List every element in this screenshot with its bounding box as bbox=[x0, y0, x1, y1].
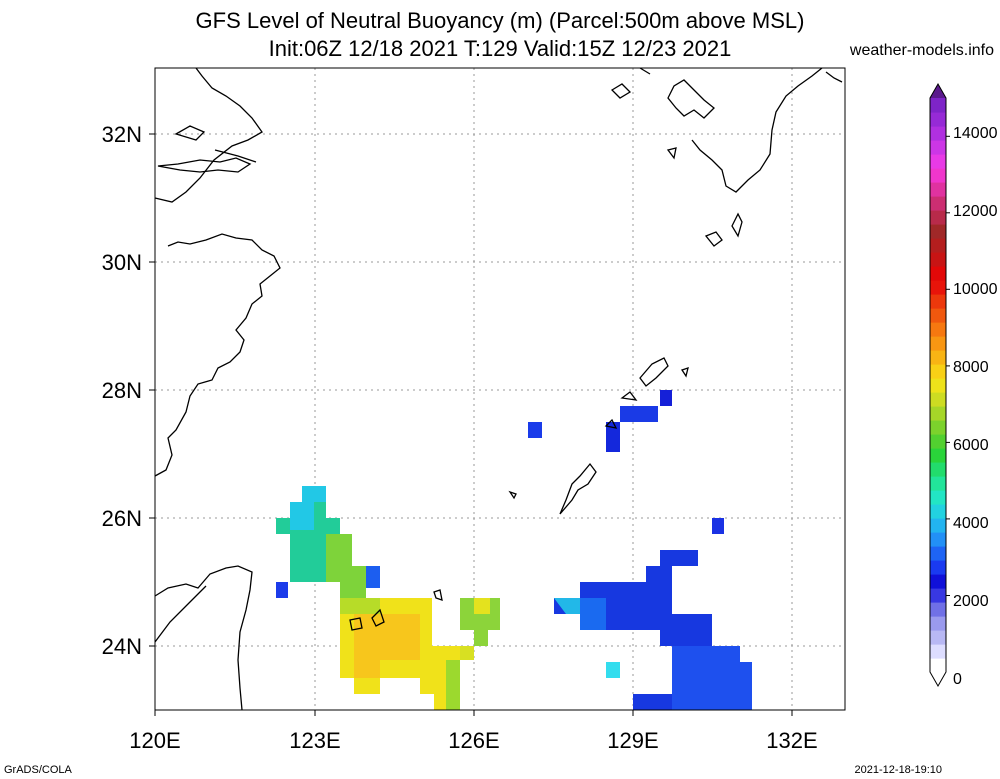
lat-label: 26N bbox=[102, 506, 142, 531]
colorbar-segment bbox=[930, 210, 946, 225]
colorbar-label: 0 bbox=[953, 671, 962, 688]
colorbar-segment bbox=[930, 420, 946, 435]
colorbar-segment bbox=[930, 140, 946, 155]
colorbar-max-arrow bbox=[930, 84, 946, 98]
colorbar-segment bbox=[930, 518, 946, 533]
colorbar-label: 2000 bbox=[953, 593, 989, 610]
colorbar-segment bbox=[930, 588, 946, 603]
colorbar-segment bbox=[930, 280, 946, 295]
colorbar-segment bbox=[930, 448, 946, 463]
colorbar-segment bbox=[930, 644, 946, 659]
colorbar-segment bbox=[930, 182, 946, 197]
colorbar-segment bbox=[930, 546, 946, 561]
colorbar-segment bbox=[930, 252, 946, 267]
colorbar-segment bbox=[930, 574, 946, 589]
lat-label: 24N bbox=[102, 634, 142, 659]
lon-label: 132E bbox=[766, 728, 817, 753]
colorbar-label: 14000 bbox=[953, 125, 998, 142]
colorbar-segment bbox=[930, 406, 946, 421]
colorbar-segment bbox=[930, 476, 946, 491]
colorbar-segment bbox=[930, 266, 946, 281]
coastlines bbox=[154, 67, 843, 711]
colorbar-segment bbox=[930, 392, 946, 407]
footer-timestamp: 2021-12-18-19:10 bbox=[854, 764, 942, 776]
colorbar-segment bbox=[930, 490, 946, 505]
buoyancy-field bbox=[276, 390, 752, 710]
colorbar-segment bbox=[930, 224, 946, 239]
colorbar-segment bbox=[930, 560, 946, 575]
colorbar-segment bbox=[930, 126, 946, 141]
map-subtitle: Init:06Z 12/18 2021 T:129 Valid:15Z 12/2… bbox=[268, 36, 732, 61]
colorbar-label: 12000 bbox=[953, 203, 998, 220]
colorbar-segment bbox=[930, 238, 946, 253]
map-title: GFS Level of Neutral Buoyancy (m) (Parce… bbox=[195, 8, 805, 33]
colorbar-segment bbox=[930, 364, 946, 379]
site-label: weather-models.info bbox=[849, 42, 994, 59]
colorbar-segment bbox=[930, 504, 946, 519]
colorbar-segment bbox=[930, 168, 946, 183]
lon-label: 126E bbox=[448, 728, 499, 753]
colorbar-segment bbox=[930, 462, 946, 477]
lat-label: 30N bbox=[102, 250, 142, 275]
colorbar-outline bbox=[929, 82, 947, 688]
colorbar-segment bbox=[930, 616, 946, 631]
lon-label: 123E bbox=[289, 728, 340, 753]
colorbar-segment bbox=[930, 112, 946, 127]
colorbar-label: 6000 bbox=[953, 437, 989, 454]
colorbar-label: 4000 bbox=[953, 515, 989, 532]
colorbar bbox=[929, 82, 950, 688]
colorbar-segment bbox=[930, 294, 946, 309]
colorbar-segment bbox=[930, 378, 946, 393]
colorbar-segment bbox=[930, 434, 946, 449]
colorbar-segment bbox=[930, 630, 946, 645]
colorbar-segment bbox=[930, 336, 946, 351]
footer-credit: GrADS/COLA bbox=[4, 764, 72, 776]
colorbar-label: 10000 bbox=[953, 281, 998, 298]
colorbar-segment bbox=[930, 308, 946, 323]
lon-label: 129E bbox=[607, 728, 658, 753]
colorbar-segment bbox=[930, 532, 946, 547]
lon-label: 120E bbox=[129, 728, 180, 753]
colorbar-segment bbox=[930, 154, 946, 169]
lat-label: 32N bbox=[102, 122, 142, 147]
colorbar-segment bbox=[930, 98, 946, 113]
colorbar-segment bbox=[930, 602, 946, 617]
colorbar-segment bbox=[930, 196, 946, 211]
map-frame bbox=[154, 67, 846, 711]
colorbar-label: 8000 bbox=[953, 359, 989, 376]
colorbar-segment bbox=[930, 322, 946, 337]
colorbar-segment bbox=[930, 350, 946, 365]
lat-label: 28N bbox=[102, 378, 142, 403]
colorbar-segment bbox=[930, 658, 946, 673]
